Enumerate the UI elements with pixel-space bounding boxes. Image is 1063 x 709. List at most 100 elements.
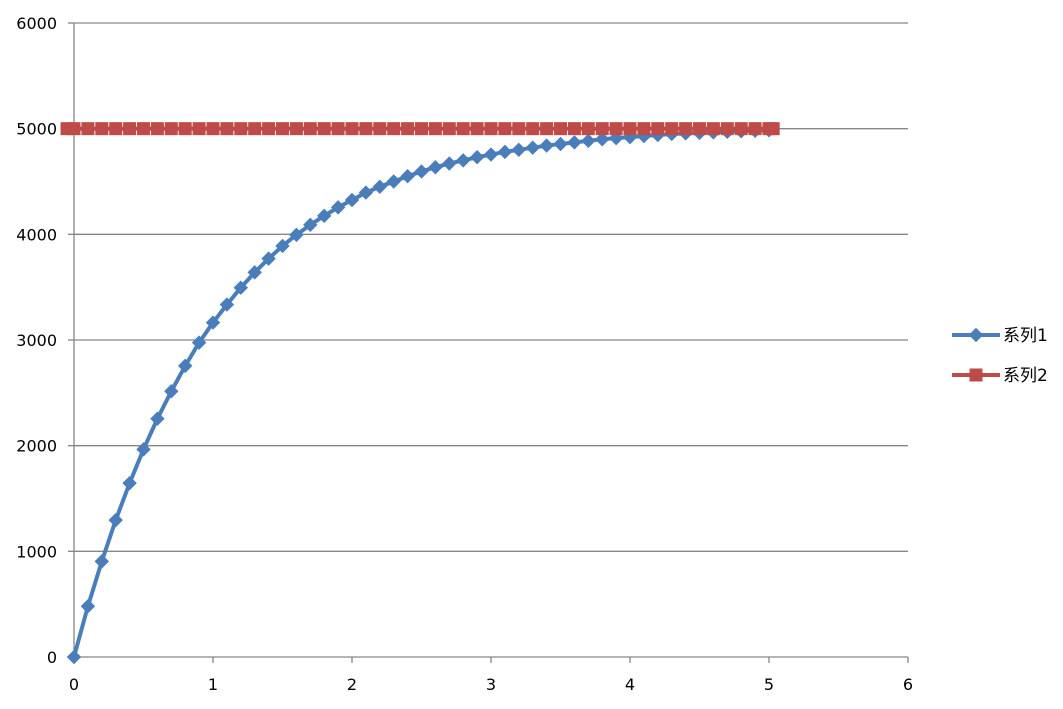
series-2-point (137, 122, 150, 136)
series-2-point (109, 122, 123, 136)
series-2-point (289, 122, 303, 136)
series-2-point (554, 122, 567, 136)
series-1-point (303, 217, 318, 233)
series-1 (66, 123, 777, 665)
y-tick-label: 3000 (16, 331, 57, 350)
series-2-point (95, 122, 109, 136)
series-1-point (219, 297, 235, 312)
series-2-point (637, 122, 651, 136)
series-1-point (428, 160, 443, 175)
series-2-point (609, 122, 623, 136)
series-1-point (469, 149, 485, 165)
y-tick-label: 1000 (16, 542, 57, 561)
series-1-point (400, 169, 415, 184)
series-2-point (679, 122, 693, 136)
series-1-point (511, 142, 527, 158)
x-tick-label: 0 (69, 675, 79, 694)
plot-series (60, 122, 780, 665)
series-1-point (80, 599, 96, 614)
series-2-point (456, 122, 470, 136)
series-2-point (234, 122, 248, 136)
series-2-point (164, 122, 178, 136)
series-2 (60, 122, 780, 136)
y-tick-label: 2000 (16, 437, 57, 456)
series-2-point (276, 122, 289, 136)
gridlines (74, 22, 908, 552)
x-tick-label: 2 (347, 675, 357, 694)
series-1-point (316, 208, 332, 224)
series-1-point (539, 138, 554, 153)
series-2-point (581, 122, 595, 136)
series-1-point (150, 411, 165, 426)
series-2-point (428, 122, 442, 136)
series-2-point (401, 122, 415, 136)
series-1-point (497, 144, 513, 160)
series-2-point (665, 122, 679, 136)
series-1-point (164, 384, 179, 399)
series-1-point (275, 238, 290, 254)
series-2-point (526, 122, 540, 136)
axes: 0 1000 2000 3000 4000 5000 6000 0 1 2 3 4 5 6 (16, 14, 913, 694)
series-1-point (205, 315, 221, 330)
legend-label-series-2: 系列2 (1003, 366, 1048, 386)
series-2-point (498, 122, 512, 136)
series-2-point (123, 122, 137, 136)
series-1-point (358, 185, 374, 200)
series-2-point (540, 122, 554, 136)
series-1-point (483, 147, 499, 162)
series-1-point (66, 649, 82, 665)
x-tick-label: 6 (903, 675, 913, 694)
series-1-point (525, 140, 540, 155)
series-1-point (594, 132, 610, 147)
x-tick-label: 5 (764, 675, 774, 694)
series-2-point (67, 122, 81, 136)
x-tick-label: 3 (486, 675, 496, 694)
series-2-point (720, 122, 734, 136)
series-2-point (303, 122, 317, 136)
x-tick-label: 4 (625, 675, 635, 694)
legend: 系列1 系列2 (952, 326, 1048, 386)
series-1-point (386, 174, 401, 189)
series-1-point (177, 358, 193, 374)
series-1-point (455, 153, 471, 168)
series-2-point (766, 122, 780, 136)
series-2-point (359, 122, 373, 136)
series-1-line (72, 128, 770, 658)
series-2-point (317, 122, 331, 136)
series-2-point (178, 122, 192, 136)
series-2-point (192, 122, 206, 136)
series-1-point (372, 179, 388, 194)
series-1-point (233, 280, 249, 295)
series-2-point (262, 122, 276, 136)
series-2-point (595, 122, 609, 136)
legend-swatch-marker-1 (968, 327, 984, 343)
series-1-point (330, 200, 346, 215)
series-2-point (415, 122, 428, 136)
series-1-point (136, 442, 151, 457)
series-1-point (344, 192, 360, 208)
series-2-point (206, 122, 220, 136)
y-tick-label: 4000 (16, 225, 57, 244)
series-2-point (706, 122, 720, 136)
series-1-point (247, 265, 262, 280)
y-tick-label: 0 (47, 648, 57, 667)
series-2-point (734, 122, 748, 136)
series-2-point (623, 122, 637, 136)
series-2-point (345, 122, 359, 136)
series-2-point (373, 122, 387, 136)
series-2-point (81, 122, 95, 136)
y-tick-label: 5000 (16, 120, 57, 139)
series-2-point (387, 122, 401, 136)
series-1-point (553, 136, 568, 152)
series-2-point (484, 122, 498, 136)
legend-swatch-marker-2 (969, 368, 983, 382)
series-2-point (512, 122, 526, 136)
series-2-point (567, 122, 581, 136)
x-tick-label: 1 (208, 675, 218, 694)
series-2-point (442, 122, 456, 136)
series-2-point (248, 122, 262, 136)
series-1-point (414, 164, 429, 179)
series-2-point (150, 122, 164, 136)
